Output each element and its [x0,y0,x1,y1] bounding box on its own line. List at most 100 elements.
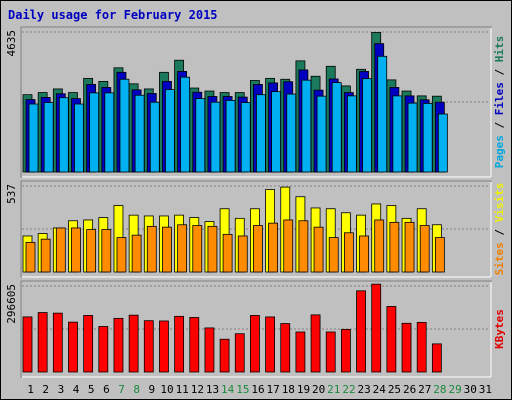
day-label-20: 20 [312,383,325,396]
bar-sites-day-22 [343,232,354,273]
day-label-11: 11 [176,383,189,396]
day-label-29: 29 [448,383,461,396]
day-label-18: 18 [282,383,295,396]
bar-kbytes-day-7 [113,317,124,373]
day-label-1: 1 [27,383,34,396]
bar-pages-day-27 [422,103,433,173]
day-label-10: 10 [160,383,173,396]
bar-sites-day-15 [237,235,248,273]
bar-kbytes-day-28 [431,343,442,373]
series-kbytes [22,283,442,373]
bar-kbytes-day-11 [174,315,185,373]
bar-pages-day-24 [377,55,388,173]
bar-pages-day-13 [210,101,221,173]
day-label-16: 16 [251,383,264,396]
bar-pages-day-22 [346,95,357,173]
bar-pages-day-7 [119,78,130,173]
bar-sites-day-21 [328,237,339,273]
day-label-13: 13 [206,383,219,396]
bar-pages-day-17 [271,91,281,173]
bar-pages-day-8 [134,94,145,173]
bar-kbytes-day-13 [204,327,215,373]
legend-hits: Hits [493,36,506,63]
bar-sites-day-14 [222,233,233,273]
legend-kbytes: KBytes [493,309,506,349]
bar-sites-day-4 [71,227,81,273]
bar-pages-day-6 [104,92,115,173]
bar-kbytes-day-3 [52,312,63,373]
bar-kbytes-day-26 [401,322,412,373]
bar-pages-day-15 [240,102,251,173]
bar-kbytes-day-12 [189,317,200,373]
bar-sites-day-18 [283,219,294,273]
bar-sites-day-26 [404,221,415,273]
panel-legend-label: KBytes [493,309,506,349]
bar-sites-day-24 [374,219,385,273]
bar-pages-day-28 [437,113,448,173]
bar-pages-day-3 [58,97,69,173]
day-label-23: 23 [358,383,371,396]
panel-hits-files-pages: 4635 Pages / Files / Hits [5,26,506,178]
bar-sites-day-27 [419,225,430,273]
bar-sites-day-23 [359,235,369,273]
day-label-17: 17 [267,383,280,396]
bar-pages-day-5 [89,92,100,173]
legend-separator-3: / [493,62,506,82]
y-max-label: 4635 [5,30,18,57]
bar-pages-day-19 [301,79,312,173]
legend-separator-1: / [493,115,506,135]
bar-pages-day-4 [74,103,84,173]
bar-sites-day-25 [389,221,400,273]
day-label-30: 30 [464,383,477,396]
bar-sites-day-8 [131,234,142,273]
bar-kbytes-day-20 [310,314,321,373]
day-label-7: 7 [118,383,125,396]
chart-title: Daily usage for February 2015 [8,8,218,22]
bar-pages-day-9 [149,101,160,173]
bar-sites-day-20 [313,226,324,273]
bar-kbytes-day-10 [159,320,169,373]
day-label-9: 9 [149,383,156,396]
panel-legend-label: Sites / Visits [493,183,506,276]
bar-pages-day-25 [392,95,403,173]
panel-legend-label: Pages / Files / Hits [493,36,506,169]
bar-pages-day-12 [195,98,206,173]
day-label-19: 19 [297,383,310,396]
bar-sites-day-13 [207,225,218,273]
bar-kbytes-day-15 [234,333,245,373]
day-label-26: 26 [403,383,416,396]
bar-kbytes-day-25 [386,306,397,373]
chart-panels: 4635 Pages / Files / Hits 537 Sites / Visit… [5,26,506,378]
bar-pages-day-11 [180,76,191,173]
series-pages [28,55,448,173]
bar-kbytes-day-4 [68,321,78,373]
bar-sites-day-1 [25,241,36,273]
series-sites [25,219,445,273]
legend-separator-1: / [493,222,506,242]
day-label-28: 28 [433,383,446,396]
bar-kbytes-day-6 [98,326,109,373]
bar-pages-day-1 [28,103,39,173]
bar-kbytes-day-14 [219,338,230,373]
bar-sites-day-28 [434,237,445,273]
day-label-22: 22 [342,383,355,396]
day-label-5: 5 [88,383,95,396]
bar-kbytes-day-5 [83,315,94,373]
day-label-24: 24 [373,383,387,396]
bar-kbytes-day-2 [37,312,48,373]
bar-sites-day-3 [55,227,66,273]
y-max-label: 537 [5,184,18,204]
bar-pages-day-23 [362,78,372,173]
day-label-31: 31 [479,383,492,396]
day-label-8: 8 [133,383,140,396]
legend-files: Files [493,82,506,115]
bar-kbytes-day-27 [416,322,427,373]
legend-pages: Pages [493,135,506,168]
bar-pages-day-20 [316,95,327,173]
bar-pages-day-21 [331,82,342,173]
day-label-4: 4 [73,383,80,396]
bar-kbytes-day-1 [22,316,33,373]
day-axis: 1 2 3 4 5 6 7 8 9 10 11 12 13 14 15 16 17 18 19 20 21 22 23 24 2… [27,383,492,396]
bar-pages-day-10 [165,89,175,173]
